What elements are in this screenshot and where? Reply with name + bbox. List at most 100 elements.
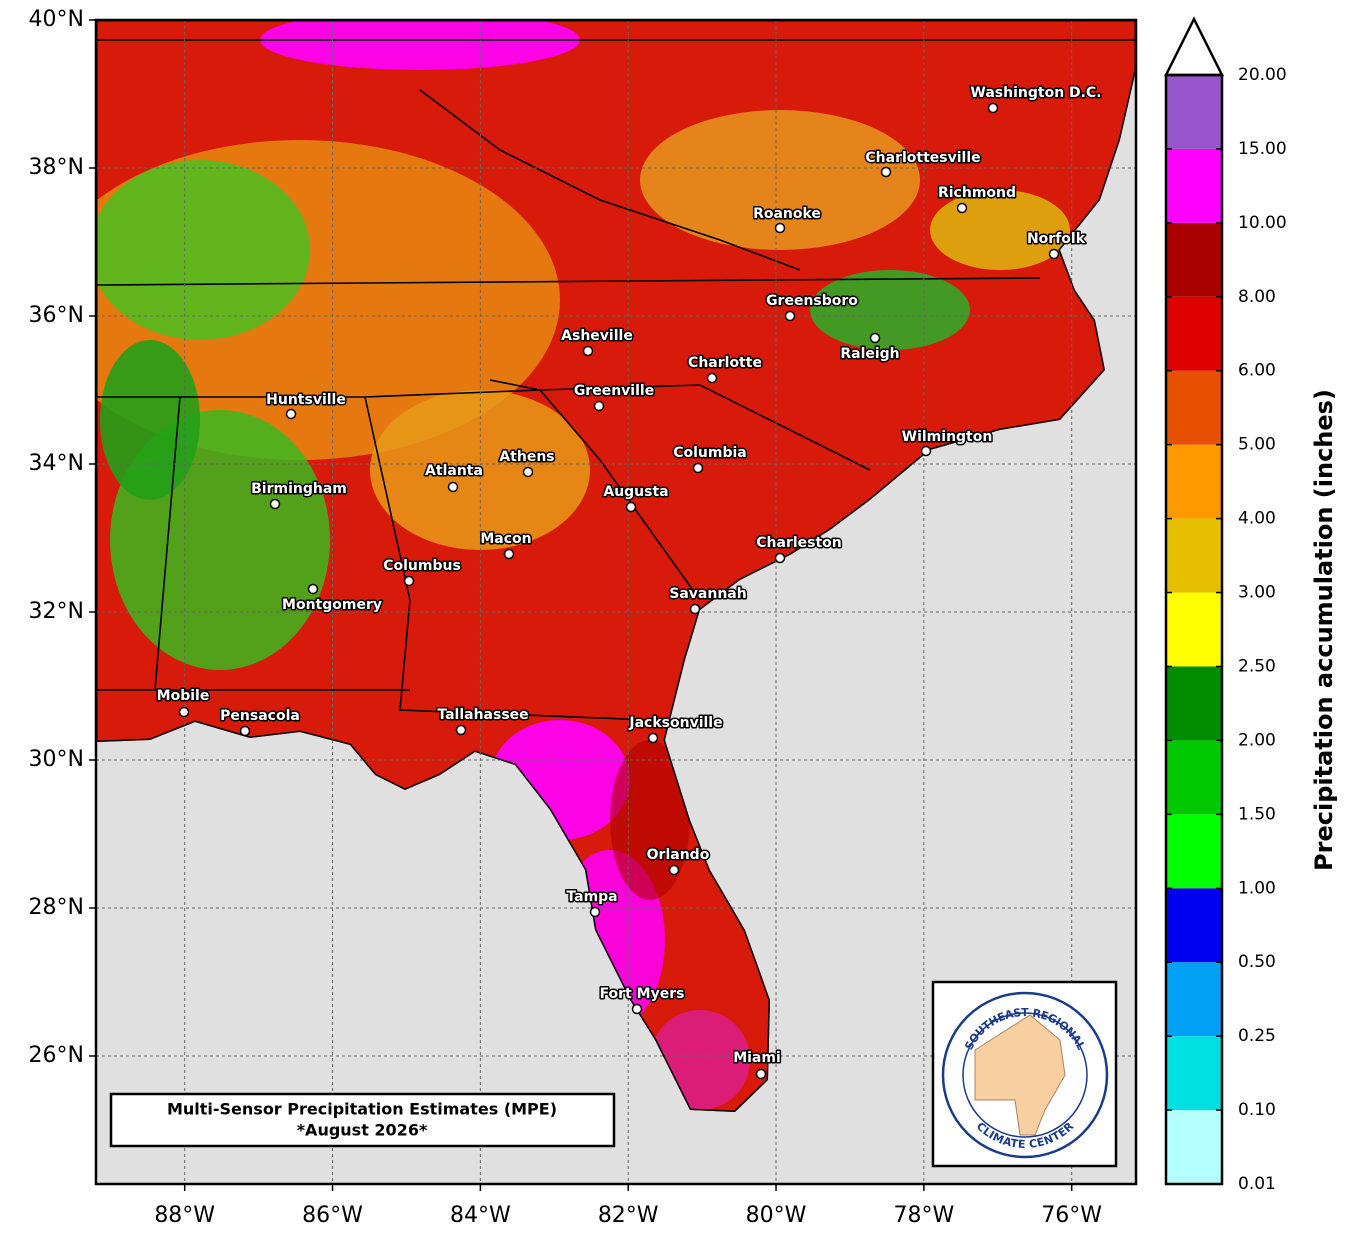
x-tick-label: 76°W bbox=[1041, 1203, 1102, 1228]
map-area bbox=[96, 20, 1136, 1184]
city-dot bbox=[593, 400, 605, 412]
city-label: Greenville bbox=[574, 383, 654, 399]
city-dot bbox=[880, 166, 892, 178]
colorbar-label: 1.50 bbox=[1238, 804, 1276, 824]
y-tick-label: 32°N bbox=[29, 599, 84, 624]
colorbar-label: 0.10 bbox=[1238, 1100, 1276, 1120]
colorbar-label: 3.00 bbox=[1238, 583, 1276, 603]
city-label: Jacksonville bbox=[628, 715, 722, 731]
colorbar-title: Precipitation accumulation (inches) bbox=[1310, 389, 1338, 871]
city-label: Charleston bbox=[756, 535, 842, 551]
caption-line: *August 2026* bbox=[297, 1121, 428, 1140]
x-tick-label: 80°W bbox=[746, 1203, 807, 1228]
x-tick-label: 84°W bbox=[450, 1203, 511, 1228]
city-dot bbox=[455, 724, 467, 736]
x-tick-label: 86°W bbox=[302, 1203, 363, 1228]
colorbar-label: 0.50 bbox=[1238, 952, 1276, 972]
colorbar-label: 2.50 bbox=[1238, 656, 1276, 676]
colorbar-label: 2.00 bbox=[1238, 730, 1276, 750]
colorbar-segment bbox=[1166, 1110, 1222, 1184]
city-label: Charlottesville bbox=[865, 150, 980, 166]
cities: Washington D.C. Charlottesville Richmond Ro… bbox=[155, 84, 1103, 1080]
city-label: Tampa bbox=[566, 889, 617, 905]
caption-box: Multi-Sensor Precipitation Estimates (MP… bbox=[109, 1092, 616, 1148]
colorbar-extend bbox=[1163, 16, 1225, 77]
colorbar-segment bbox=[1166, 740, 1222, 815]
x-tick-label: 82°W bbox=[598, 1203, 659, 1228]
colorbar-label: 15.00 bbox=[1238, 139, 1287, 159]
city-dot bbox=[869, 332, 881, 344]
city-label: Norfolk bbox=[1027, 231, 1086, 247]
map-frame bbox=[94, 18, 1138, 1186]
city-label: Augusta bbox=[603, 484, 668, 500]
colorbar-segment bbox=[1166, 444, 1222, 519]
city-dot bbox=[1048, 248, 1060, 260]
city-dot bbox=[784, 310, 796, 322]
colorbar-segment bbox=[1166, 814, 1222, 889]
city-dot bbox=[920, 445, 932, 457]
colorbar-label: 0.25 bbox=[1238, 1026, 1276, 1046]
city-label: Raleigh bbox=[840, 346, 899, 362]
colorbar-label: 6.00 bbox=[1238, 361, 1276, 381]
city-dot bbox=[503, 548, 515, 560]
city-label: Columbus bbox=[383, 558, 461, 574]
city-dot bbox=[239, 725, 251, 737]
colorbar-segment bbox=[1166, 518, 1222, 593]
x-tick-label: 78°W bbox=[893, 1203, 954, 1228]
city-dot bbox=[987, 102, 999, 114]
logo: SOUTHEAST REGIONAL CLIMATE CENTER bbox=[931, 980, 1118, 1168]
city-label: Montgomery bbox=[282, 597, 382, 613]
city-label: Savannah bbox=[669, 586, 746, 602]
city-label: Roanoke bbox=[753, 206, 821, 222]
city-label: Pensacola bbox=[220, 708, 300, 724]
city-label: Washington D.C. bbox=[970, 85, 1101, 101]
city-dot bbox=[582, 345, 594, 357]
city-dot bbox=[647, 732, 659, 744]
city-label: Atlanta bbox=[425, 463, 483, 479]
y-tick-label: 38°N bbox=[29, 155, 84, 180]
colorbar-segment bbox=[1166, 222, 1222, 297]
city-label: Greensboro bbox=[766, 293, 858, 309]
city-dot bbox=[774, 222, 786, 234]
city-dot bbox=[706, 372, 718, 384]
colorbar-segment bbox=[1166, 148, 1222, 223]
city-dot bbox=[522, 466, 534, 478]
colorbar-segment bbox=[1166, 370, 1222, 445]
colorbar-segment bbox=[1166, 962, 1222, 1037]
colorbar-segment bbox=[1166, 75, 1222, 149]
city-dot bbox=[625, 501, 637, 513]
city-label: Tallahassee bbox=[437, 707, 528, 723]
city-dot bbox=[269, 498, 281, 510]
y-tick-label: 30°N bbox=[29, 747, 84, 772]
y-tick-label: 26°N bbox=[29, 1043, 84, 1068]
city-dot bbox=[755, 1068, 767, 1080]
city-dot bbox=[589, 906, 601, 918]
colorbar-segment bbox=[1166, 592, 1222, 667]
city-dot bbox=[668, 864, 680, 876]
city-label: Charlotte bbox=[688, 355, 762, 371]
city-label: Athens bbox=[499, 449, 554, 465]
y-tick-label: 28°N bbox=[29, 895, 84, 920]
city-label: Wilmington bbox=[902, 429, 993, 445]
city-label: Orlando bbox=[647, 847, 710, 863]
city-label: Miami bbox=[733, 1050, 781, 1066]
city-dot bbox=[631, 1003, 643, 1015]
city-label: Macon bbox=[480, 531, 531, 547]
city-dot bbox=[403, 575, 415, 587]
city-label: Mobile bbox=[157, 688, 210, 704]
city-dot bbox=[689, 603, 701, 615]
colorbar-label: 5.00 bbox=[1238, 435, 1276, 455]
city-dot bbox=[692, 462, 704, 474]
colorbar: 0.01 0.10 0.25 0.50 1.00 1.50 2.00 2.50 3.00 4.00… bbox=[1163, 16, 1287, 1194]
colorbar-label: 4.00 bbox=[1238, 509, 1276, 529]
colorbar-segment bbox=[1166, 296, 1222, 371]
city-dot bbox=[447, 481, 459, 493]
x-tick-label: 88°W bbox=[154, 1203, 215, 1228]
colorbar-label: 20.00 bbox=[1238, 65, 1287, 85]
city-dot bbox=[774, 552, 786, 564]
colorbar-label: 8.00 bbox=[1238, 287, 1276, 307]
y-tick-label: 40°N bbox=[29, 7, 84, 32]
city-label: Huntsville bbox=[266, 392, 346, 408]
colorbar-segment bbox=[1166, 888, 1222, 963]
